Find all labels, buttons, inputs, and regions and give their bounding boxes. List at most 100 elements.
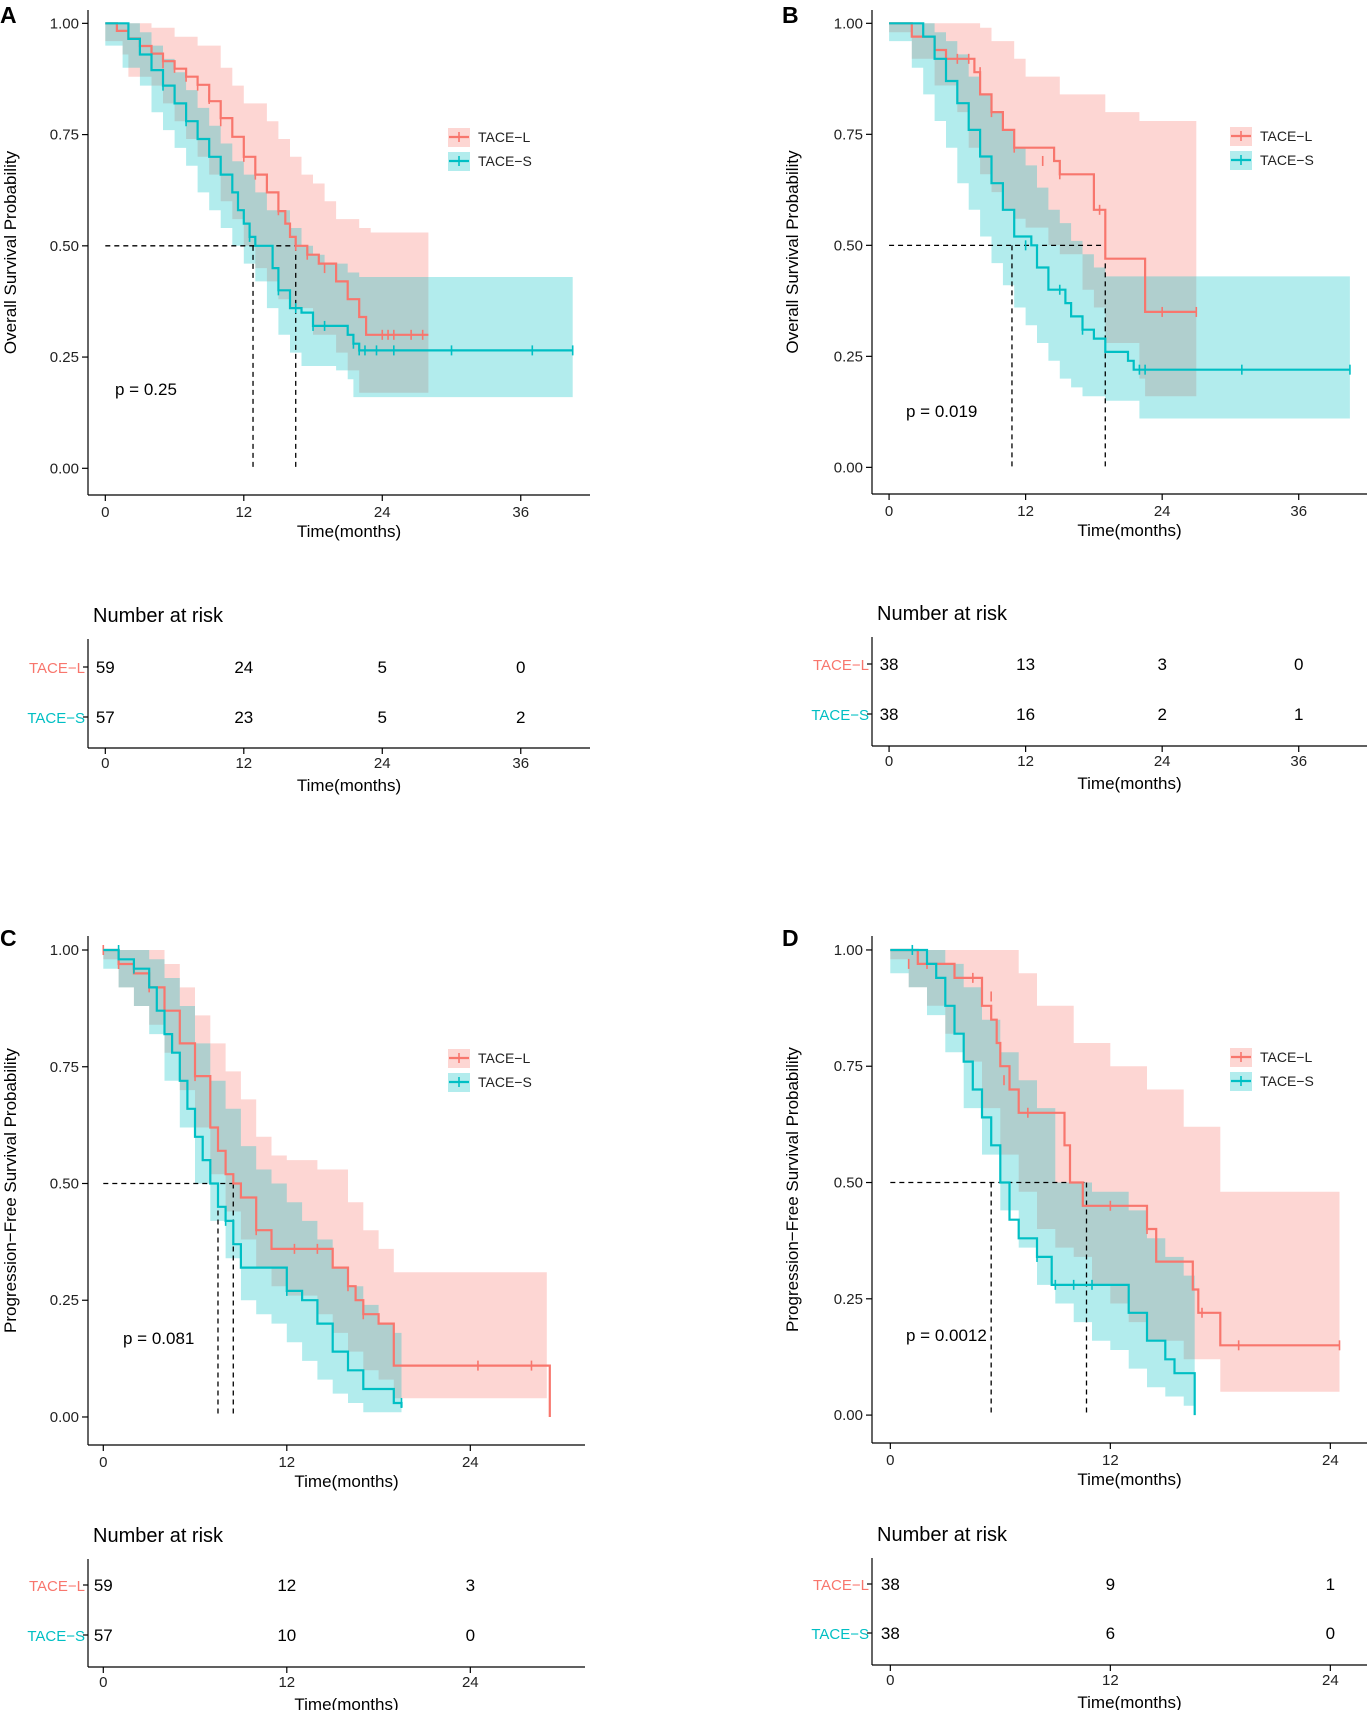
x-tick-label: 0 (886, 1452, 894, 1469)
risk-count: 59 (94, 1576, 113, 1595)
tace-l-confidence-band (889, 23, 1197, 397)
y-tick-label: 0.75 (834, 126, 863, 143)
panel-d-svg: D 0.00 0.25 0.50 0.75 1.00 0 12 24 Time(months) P… (782, 925, 1367, 1710)
risk-count: 0 (516, 658, 525, 677)
x-tick-label: 24 (462, 1454, 479, 1471)
y-tick-label: 0.25 (50, 349, 79, 366)
p-value-label: p = 0.019 (906, 402, 977, 421)
legend: TACE−L TACE−S (1230, 127, 1314, 170)
y-tick-label: 0.25 (834, 348, 863, 365)
risk-table-x-tick-label: 36 (512, 755, 529, 772)
y-axis-label: Overall Survival Probability (783, 150, 802, 354)
risk-count: 3 (1157, 655, 1166, 674)
risk-count: 57 (96, 708, 115, 727)
plot-area: 0.00 0.25 0.50 0.75 1.00 0 12 24 36 Time(months) O… (783, 10, 1367, 540)
y-tick-label: 0.75 (50, 127, 79, 144)
y-tick-label: 0.75 (834, 1058, 863, 1075)
y-tick-label: 0.25 (834, 1291, 863, 1308)
panel-b-svg: B 0.000.250.500.751.000 12 24 36Time(months… (782, 2, 1367, 793)
y-tick-label: 0.25 (50, 1292, 79, 1309)
risk-table-x-axis-label: Time(months) (294, 1695, 398, 1710)
panel-c-svg: C 0.00 0.25 0.50 0.75 1.00 0 12 24 Time(months) P… (0, 925, 585, 1710)
x-axis-label: Time(months) (1077, 521, 1181, 540)
risk-count: 0 (1326, 1624, 1335, 1643)
legend-label-tace-l: TACE−L (1260, 128, 1312, 144)
legend-label-tace-s: TACE−S (478, 1074, 532, 1090)
risk-table-x-tick-label: 12 (235, 755, 252, 772)
p-value-label: p = 0.25 (115, 380, 177, 399)
p-value-label: p = 0.081 (123, 1329, 194, 1348)
risk-count: 9 (1106, 1575, 1115, 1594)
legend-label-tace-s: TACE−S (1260, 1073, 1314, 1089)
risk-count: 5 (378, 658, 387, 677)
tace-l-confidence-band (890, 950, 1340, 1392)
legend-label-tace-s: TACE−S (1260, 152, 1314, 168)
x-tick-label: 12 (1102, 1452, 1119, 1469)
plot-area: 0.00 0.25 0.50 0.75 1.00 0 12 24 Time(months) Pro… (1, 936, 585, 1491)
tace-s-confidence-band (890, 950, 1195, 1406)
risk-table-x-axis-label: Time(months) (1077, 774, 1181, 793)
risk-table-title: Number at risk (93, 1525, 224, 1547)
risk-table-x-tick-label: 0 (99, 1674, 107, 1691)
y-tick-label: 0.00 (50, 460, 79, 477)
tace-l-curve (105, 22, 429, 336)
tace-s-confidence-band (105, 23, 573, 398)
panel-c: C 0.00 0.25 0.50 0.75 1.00 0 12 24 Time(months) P… (0, 922, 600, 1710)
x-tick-label: 12 (235, 504, 252, 521)
tace-s-curve (103, 948, 403, 1408)
risk-count: 1 (1326, 1575, 1335, 1594)
risk-table-row-label: TACE−S (811, 707, 869, 724)
x-tick-label: 36 (1290, 503, 1307, 520)
legend-label-tace-s: TACE−S (478, 153, 532, 169)
risk-count: 10 (277, 1626, 296, 1645)
risk-count: 12 (277, 1576, 296, 1595)
panel-letter-a: A (0, 2, 17, 28)
plot-area: 0.00 0.25 0.50 0.75 1.00 0 12 24 Time(months) Pro… (783, 936, 1367, 1489)
risk-table-x-tick-label: 36 (1290, 753, 1307, 770)
x-tick-label: 0 (99, 1454, 107, 1471)
risk-count: 13 (1016, 655, 1035, 674)
tace-s-curve (890, 948, 1196, 1416)
y-tick-label: 1.00 (50, 942, 79, 959)
panel-a: A 0.00 0.25 0.50 0.75 1.00 0 12 24 36 Time(months… (0, 0, 600, 795)
x-axis-label: Time(months) (297, 522, 401, 541)
risk-count: 0 (1294, 655, 1303, 674)
risk-table-row-label: TACE−L (29, 1578, 85, 1595)
legend-label-tace-l: TACE−L (1260, 1049, 1312, 1065)
y-tick-label: 0.00 (834, 1407, 863, 1424)
risk-count: 0 (466, 1626, 475, 1645)
risk-count: 6 (1106, 1624, 1115, 1643)
risk-table-title: Number at risk (877, 1524, 1008, 1546)
x-tick-label: 12 (1017, 503, 1034, 520)
legend-label-tace-l: TACE−L (478, 129, 530, 145)
y-axis-label: Progression−Free Survival Probability (1, 1048, 20, 1333)
risk-count: 57 (94, 1626, 113, 1645)
risk-count: 38 (881, 1624, 900, 1643)
risk-table-title: Number at risk (877, 603, 1008, 625)
y-tick-label: 0.50 (834, 1175, 863, 1192)
risk-count: 2 (1157, 705, 1166, 724)
risk-count: 3 (466, 1576, 475, 1595)
x-tick-label: 24 (1322, 1452, 1339, 1469)
risk-count: 59 (96, 658, 115, 677)
legend: TACE−L TACE−S (1230, 1048, 1314, 1091)
plot-area: 0.00 0.25 0.50 0.75 1.00 0 12 24 36 Time(months) O… (1, 10, 590, 541)
risk-table-title: Number at risk (93, 605, 224, 627)
risk-count: 38 (880, 705, 899, 724)
risk-table-row-label: TACE−L (813, 657, 869, 674)
risk-count: 23 (234, 708, 253, 727)
panel-letter-d: D (782, 925, 799, 951)
risk-table: Number at risk TACE−L 59 24 5 0 TACE−S 57 23 5 2 0 1… (27, 605, 590, 795)
x-tick-label: 0 (885, 503, 893, 520)
y-tick-label: 0.00 (834, 459, 863, 476)
legend-label-tace-l: TACE−L (478, 1050, 530, 1066)
tace-s-confidence-band (889, 23, 1350, 419)
risk-table-row-label: TACE−S (27, 1628, 85, 1645)
y-tick-label: 0.50 (50, 1175, 79, 1192)
panel-letter-c: C (0, 925, 17, 951)
panel-letter-b: B (782, 2, 799, 28)
risk-table-x-axis-label: Time(months) (297, 776, 401, 795)
risk-count: 38 (881, 1575, 900, 1594)
risk-table-row-label: TACE−L (29, 660, 85, 677)
x-tick-label: 36 (512, 504, 529, 521)
